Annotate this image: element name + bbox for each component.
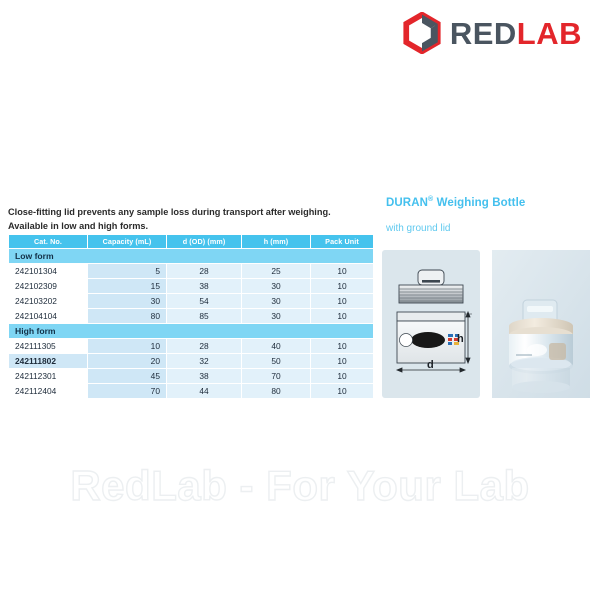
dimension-height-label: h [457,333,464,345]
spec-table-head: Cat. No. Capacity (mL) d (OD) (mm) h (mm… [9,235,373,248]
group-header-row: Low form [9,249,373,263]
cell-cat-no: 242112404 [9,384,87,398]
cell-pack-unit: 10 [311,309,373,323]
dimension-diameter [395,367,467,373]
cell-capacity: 5 [88,264,166,278]
cell-cat-no: 242101304 [9,264,87,278]
table-header-row: Cat. No. Capacity (mL) d (OD) (mm) h (mm… [9,235,373,248]
cell-height: 30 [242,279,310,293]
page-watermark: RedLab - For Your Lab [70,461,530,509]
column-header-capacity: Capacity (mL) [88,235,166,248]
registered-mark-icon: ® [428,196,434,203]
cell-pack-unit: 10 [311,264,373,278]
spec-table-body: Low form 242101304 5 28 25 10 242102309 … [9,249,373,398]
product-title-rest: Weighing Bottle [433,196,526,209]
cell-height: 50 [242,354,310,368]
redlab-logo[interactable]: REDLAB [401,11,582,55]
product-title-brand: DURAN [386,196,429,209]
logo-word-lab: LAB [516,15,582,51]
cell-height: 80 [242,384,310,398]
cell-cat-no: 242112301 [9,369,87,383]
technical-drawing-panel: h d [382,250,480,398]
cell-capacity: 10 [88,339,166,353]
product-description: Close-fitting lid prevents any sample lo… [8,207,331,232]
hexagon-logo-icon [401,11,443,55]
dimension-diameter-label: d [427,359,434,371]
cell-cat-no: 242102309 [9,279,87,293]
spec-table: Cat. No. Capacity (mL) d (OD) (mm) h (mm… [8,234,374,399]
product-title: DURAN® Weighing Bottle [386,196,596,209]
spec-table-container: Cat. No. Capacity (mL) d (OD) (mm) h (mm… [8,234,373,399]
cell-diameter: 54 [167,294,241,308]
table-row[interactable]: 242111305 10 28 40 10 [9,339,373,353]
table-row[interactable]: 242112404 70 44 80 10 [9,384,373,398]
product-photo-panel [492,250,590,398]
cell-diameter: 38 [167,369,241,383]
cell-height: 40 [242,339,310,353]
cell-diameter: 32 [167,354,241,368]
cell-capacity: 15 [88,279,166,293]
column-header-diameter: d (OD) (mm) [167,235,241,248]
cell-cat-no: 242111802 [9,354,87,368]
cell-height: 30 [242,309,310,323]
cell-cat-no: 242103202 [9,294,87,308]
cell-capacity: 45 [88,369,166,383]
column-header-height: h (mm) [242,235,310,248]
product-subtitle: with ground lid [386,222,451,234]
body-drawing [396,311,466,364]
cell-pack-unit: 10 [311,369,373,383]
cell-diameter: 85 [167,309,241,323]
cell-height: 25 [242,264,310,278]
table-row[interactable]: 242104104 80 85 30 10 [9,309,373,323]
cell-diameter: 28 [167,339,241,353]
cell-diameter: 44 [167,384,241,398]
logo-wordmark: REDLAB [450,18,582,49]
bottle-reflection [512,368,570,393]
product-heading-block: DURAN® Weighing Bottle with ground lid [386,196,596,234]
cell-height: 30 [242,294,310,308]
cell-pack-unit: 10 [311,354,373,368]
cell-capacity: 80 [88,309,166,323]
page-header: REDLAB [0,0,600,70]
dimension-height [465,310,472,365]
group-label: Low form [9,249,373,263]
cell-pack-unit: 10 [311,294,373,308]
logo-word-red: RED [449,15,517,51]
cell-diameter: 28 [167,264,241,278]
group-label: High form [9,324,373,338]
table-row[interactable]: 242112301 45 38 70 10 [9,369,373,383]
column-header-cat-no: Cat. No. [9,235,87,248]
table-row[interactable]: 242101304 5 28 25 10 [9,264,373,278]
cell-cat-no: 242111305 [9,339,87,353]
cell-pack-unit: 10 [311,384,373,398]
cell-capacity: 70 [88,384,166,398]
cell-pack-unit: 10 [311,279,373,293]
cell-height: 70 [242,369,310,383]
cell-capacity: 30 [88,294,166,308]
column-header-pack-unit: Pack Unit [311,235,373,248]
table-row-selected[interactable]: 242111802 20 32 50 10 [9,354,373,368]
lid-drawing [398,269,464,304]
cell-capacity: 20 [88,354,166,368]
table-row[interactable]: 242103202 30 54 30 10 [9,294,373,308]
bottle-lid-knob [522,299,558,325]
cell-diameter: 38 [167,279,241,293]
cell-pack-unit: 10 [311,339,373,353]
table-row[interactable]: 242102309 15 38 30 10 [9,279,373,293]
cell-cat-no: 242104104 [9,309,87,323]
group-header-row: High form [9,324,373,338]
